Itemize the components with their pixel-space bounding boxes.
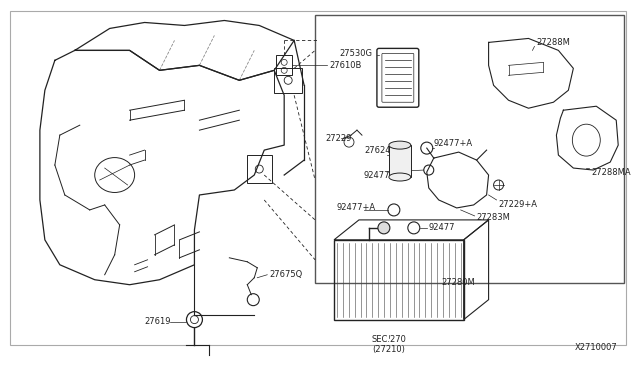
Text: 27610B: 27610B xyxy=(329,61,362,70)
Text: 27280M: 27280M xyxy=(442,278,476,287)
Text: 27530G: 27530G xyxy=(339,49,372,58)
Text: 27288M: 27288M xyxy=(536,38,570,47)
Text: 27229+A: 27229+A xyxy=(499,201,538,209)
Text: 92477+A: 92477+A xyxy=(434,139,473,148)
Bar xyxy=(389,145,411,177)
Text: 92477: 92477 xyxy=(364,170,390,180)
Bar xyxy=(276,55,292,75)
Bar xyxy=(334,240,463,320)
Text: 92477: 92477 xyxy=(429,223,455,232)
Bar xyxy=(247,155,272,183)
Text: 92477+A: 92477+A xyxy=(336,203,375,212)
Text: 27283M: 27283M xyxy=(477,214,511,222)
Text: SEC.270: SEC.270 xyxy=(371,335,406,344)
Text: 27288MA: 27288MA xyxy=(591,167,631,177)
Text: (27210): (27210) xyxy=(372,345,405,354)
Bar xyxy=(274,68,302,93)
Text: 27624: 27624 xyxy=(364,145,390,155)
Text: X2710007: X2710007 xyxy=(575,343,618,352)
Circle shape xyxy=(378,222,390,234)
Bar xyxy=(315,16,624,283)
Text: 27229: 27229 xyxy=(325,134,351,142)
Ellipse shape xyxy=(389,141,411,149)
Text: 27675Q: 27675Q xyxy=(269,270,303,279)
Ellipse shape xyxy=(389,173,411,181)
Text: 27619: 27619 xyxy=(145,317,171,326)
